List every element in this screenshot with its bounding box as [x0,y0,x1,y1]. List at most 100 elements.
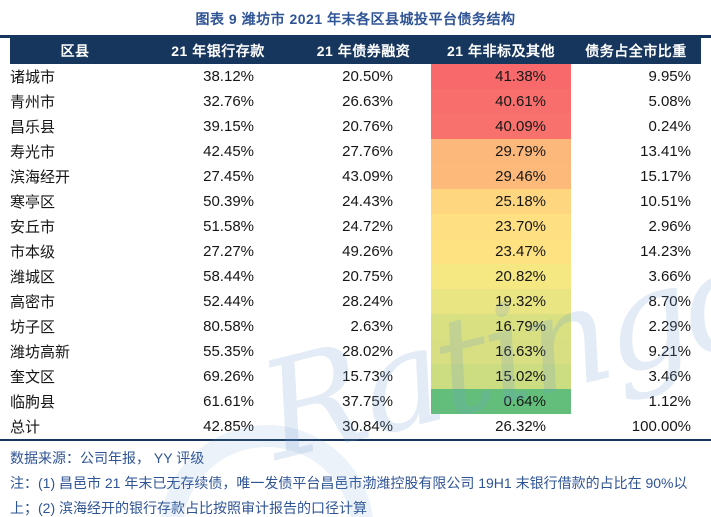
table-body: 诸城市 38.12% 20.50% 41.38% 9.95% 青州市 32.76… [10,64,701,439]
bond-financing-cell: 24.43% [342,193,393,210]
table-row: 市本级 27.27% 49.26% 23.47% 14.23% [10,239,701,264]
bond-financing-cell: 37.75% [342,393,393,410]
city-share-cell: 5.08% [648,93,691,110]
bond-financing-cell: 26.63% [342,93,393,110]
table-row: 诸城市 38.12% 20.50% 41.38% 9.95% [10,64,701,89]
district-name-cell: 寿光市 [10,144,56,161]
col-header-district: 区县 [10,38,140,64]
city-share-cell: 14.23% [640,243,691,260]
note-line: 注：(1) 昌邑市 21 年末已无存续债，唯一发债平台昌邑市渤潍控股有限公司 1… [10,475,688,517]
bond-financing-cell: 2.63% [350,318,393,335]
bank-loan-cell: 32.76% [203,93,254,110]
city-share-cell: 0.24% [648,118,691,135]
table-row: 坊子区 80.58% 2.63% 16.79% 2.29% [10,314,701,339]
bond-financing-cell: 28.02% [342,343,393,360]
city-share-cell: 9.21% [648,343,691,360]
city-share-cell: 3.66% [648,268,691,285]
bond-financing-cell: 30.84% [342,418,393,435]
bank-loan-cell: 51.58% [203,218,254,235]
nonstandard-heat-cell: 41.38% [431,64,571,89]
bond-financing-cell: 43.09% [342,168,393,185]
district-name-cell: 青州市 [10,94,56,111]
table-row: 青州市 32.76% 26.63% 40.61% 5.08% [10,89,701,114]
bottom-rule [0,439,711,441]
table-row: 临朐县 61.61% 37.75% 0.64% 1.12% [10,389,701,414]
nonstandard-heat-cell: 40.09% [431,114,571,139]
nonstandard-heat-cell: 15.02% [431,364,571,389]
bank-loan-cell: 42.45% [203,143,254,160]
table-row: 滨海经开 27.45% 43.09% 29.46% 15.17% [10,164,701,189]
table-row: 潍坊高新 55.35% 28.02% 16.63% 9.21% [10,339,701,364]
bond-financing-cell: 20.76% [342,118,393,135]
nonstandard-heat-cell: 23.47% [431,239,571,264]
table-header: 区县 21 年银行存款 21 年债券融资 21 年非标及其他 债务占全市比重 [10,38,701,64]
district-name-cell: 诸城市 [10,69,56,86]
city-share-cell: 1.12% [648,393,691,410]
bank-loan-cell: 55.35% [203,343,254,360]
top-rule [0,35,711,38]
city-share-cell: 15.17% [640,168,691,185]
city-share-cell: 8.70% [648,293,691,310]
table-row: 总计 42.85% 30.84% 26.32% 100.00% [10,414,701,439]
district-name-cell: 奎文区 [10,369,56,386]
district-name-cell: 寒亭区 [10,194,56,211]
bank-loan-cell: 27.45% [203,168,254,185]
col-header-nonstandard: 21 年非标及其他 [431,38,571,64]
bank-loan-cell: 69.26% [203,368,254,385]
bank-loan-cell: 80.58% [203,318,254,335]
bond-financing-cell: 49.26% [342,243,393,260]
bank-loan-cell: 39.15% [203,118,254,135]
district-name-cell: 昌乐县 [10,119,56,136]
nonstandard-heat-cell: 0.64% [431,389,571,414]
district-name-cell: 滨海经开 [10,169,71,186]
table-row: 昌乐县 39.15% 20.76% 40.09% 0.24% [10,114,701,139]
bank-loan-cell: 38.12% [203,68,254,85]
bank-loan-cell: 50.39% [203,193,254,210]
city-share-cell: 3.46% [648,368,691,385]
table-row: 高密市 52.44% 28.24% 19.32% 8.70% [10,289,701,314]
city-share-cell: 2.29% [648,318,691,335]
district-name-cell: 临朐县 [10,394,56,411]
district-name-cell: 市本级 [10,244,56,261]
city-share-cell: 2.96% [648,218,691,235]
nonstandard-heat-cell: 40.61% [431,89,571,114]
nonstandard-heat-cell: 29.46% [431,164,571,189]
figure-title: 图表 9 潍坊市 2021 年末各区县城投平台债务结构 [195,11,516,27]
bank-loan-cell: 58.44% [203,268,254,285]
bond-financing-cell: 24.72% [342,218,393,235]
col-header-bond: 21 年债券融资 [296,38,431,64]
city-share-cell: 10.51% [640,193,691,210]
bank-loan-cell: 42.85% [203,418,254,435]
table-row: 奎文区 69.26% 15.73% 15.02% 3.46% [10,364,701,389]
city-share-cell: 13.41% [640,143,691,160]
district-name-cell: 坊子区 [10,319,56,336]
debt-structure-table: 区县 21 年银行存款 21 年债券融资 21 年非标及其他 债务占全市比重 诸… [10,38,701,439]
bond-financing-cell: 27.76% [342,143,393,160]
city-share-cell: 100.00% [631,418,691,435]
bond-financing-cell: 28.24% [342,293,393,310]
nonstandard-heat-cell: 19.32% [431,289,571,314]
table-row: 潍城区 58.44% 20.75% 20.82% 3.66% [10,264,701,289]
district-name-cell: 高密市 [10,294,56,311]
nonstandard-heat-cell: 29.79% [431,139,571,164]
footer-notes: 数据来源：公司年报， YY 评级 注：(1) 昌邑市 21 年末已无存续债，唯一… [10,446,701,517]
district-name-cell: 安丘市 [10,219,56,236]
nonstandard-heat-cell: 16.79% [431,314,571,339]
nonstandard-heat-cell: 16.63% [431,339,571,364]
col-header-bank-loan: 21 年银行存款 [140,38,296,64]
data-source-line: 数据来源：公司年报， YY 评级 [10,450,205,466]
city-share-cell: 9.95% [648,68,691,85]
district-name-cell: 潍坊高新 [10,344,71,361]
district-name-cell: 潍城区 [10,269,56,286]
bond-financing-cell: 20.75% [342,268,393,285]
table-row: 寒亭区 50.39% 24.43% 25.18% 10.51% [10,189,701,214]
table-row: 寿光市 42.45% 27.76% 29.79% 13.41% [10,139,701,164]
nonstandard-heat-cell: 26.32% [495,418,546,435]
bank-loan-cell: 27.27% [203,243,254,260]
nonstandard-heat-cell: 23.70% [431,214,571,239]
district-name-cell: 总计 [10,419,41,436]
bond-financing-cell: 15.73% [342,368,393,385]
col-header-city-share: 债务占全市比重 [571,38,701,64]
bank-loan-cell: 52.44% [203,293,254,310]
